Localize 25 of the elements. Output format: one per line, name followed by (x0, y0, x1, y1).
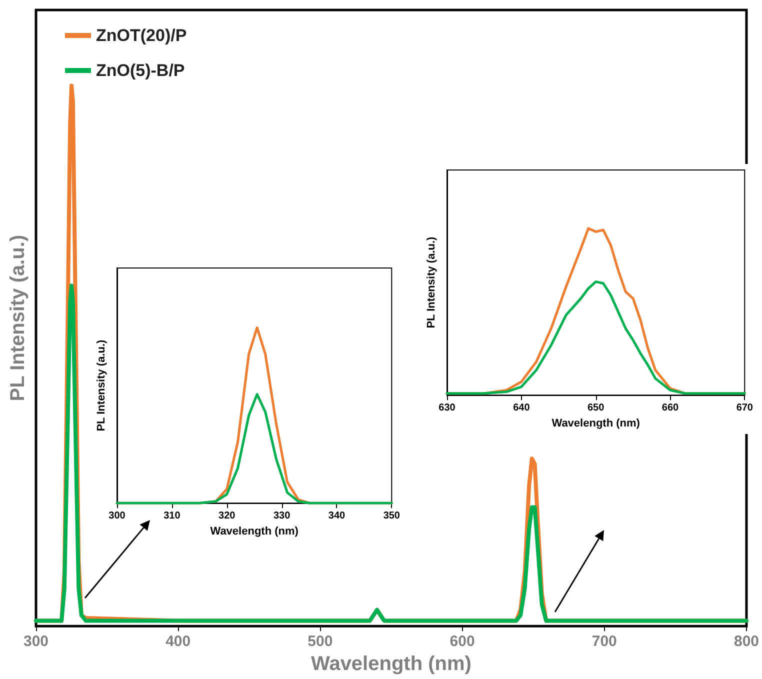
x-tick-label: 330 (273, 510, 291, 522)
legend-label: ZnOT(20)/P (96, 26, 187, 45)
x-tick-label: 700 (592, 633, 617, 650)
x-tick-label: 300 (108, 510, 126, 522)
y-axis-title: PL Intensity (a.u.) (7, 234, 29, 402)
x-tick-label: 500 (308, 633, 333, 650)
x-tick-label: 310 (164, 510, 181, 522)
x-tick-label: 350 (383, 510, 400, 522)
x-tick-label: 600 (450, 633, 475, 650)
x-tick-label: 340 (328, 510, 346, 522)
y-axis-title: PL Intensity (a.u.) (426, 236, 438, 328)
x-tick-label: 670 (736, 402, 754, 414)
x-tick-label: 650 (587, 402, 605, 414)
x-axis-title: Wavelength (nm) (210, 526, 299, 538)
legend-label: ZnO(5)-B/P (96, 61, 185, 80)
x-tick-label: 640 (513, 402, 530, 414)
x-tick-label: 300 (23, 633, 49, 650)
x-axis-title: Wavelength (nm) (552, 418, 640, 430)
x-axis-title: Wavelength (nm) (311, 653, 472, 675)
x-tick-label: 400 (166, 633, 191, 650)
x-tick-label: 320 (218, 510, 236, 522)
x-tick-label: 630 (438, 402, 456, 414)
x-tick-label: 800 (734, 633, 759, 650)
y-axis-title: PL Intensity (a.u.) (96, 339, 108, 432)
x-tick-label: 660 (662, 402, 680, 414)
